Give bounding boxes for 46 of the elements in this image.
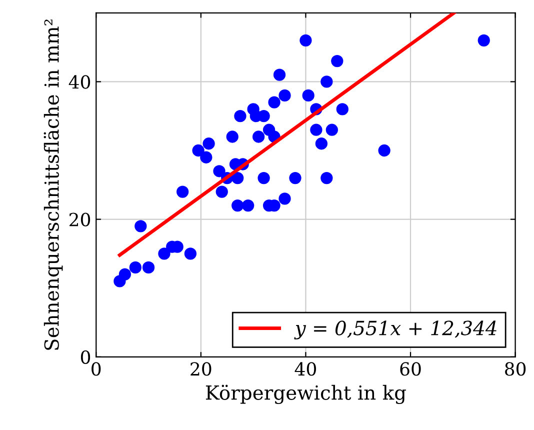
x-tick-label: 0 (92, 362, 101, 376)
y-axis-title: Sehnenquerschnittsfläche in mm² (44, 20, 63, 350)
point (129, 261, 142, 274)
point (289, 172, 302, 184)
x-tick-label: 40 (294, 362, 316, 376)
y-tick-label: 40 (68, 75, 90, 89)
point (234, 110, 246, 122)
point (326, 124, 338, 136)
point (226, 130, 238, 143)
point (142, 261, 155, 274)
point (158, 248, 170, 260)
point (192, 144, 204, 157)
point (242, 199, 254, 212)
x-axis-title: Körpergewicht in kg (206, 384, 406, 404)
point (232, 199, 244, 212)
y-tick-label: 20 (70, 212, 90, 226)
point (232, 172, 244, 184)
point (302, 89, 314, 102)
x-tick-label: 20 (190, 362, 212, 376)
point (176, 186, 189, 198)
point (336, 103, 348, 116)
point (273, 68, 286, 81)
legend-label: y = 0,551x + 12,344 (294, 320, 496, 340)
point (320, 76, 333, 88)
x-tick-label: 60 (400, 362, 421, 376)
point (202, 138, 215, 150)
y-tick-label: 0 (80, 350, 90, 364)
point (478, 34, 490, 46)
point (184, 248, 197, 260)
point (118, 268, 132, 280)
point (134, 220, 147, 232)
point (300, 34, 312, 46)
point (278, 192, 291, 205)
point (213, 165, 226, 178)
point (278, 89, 291, 102)
point (315, 138, 328, 150)
point (310, 124, 322, 136)
point (378, 144, 390, 157)
point (268, 96, 280, 108)
point (200, 151, 212, 164)
x-tick-label: 80 (505, 362, 526, 376)
point (252, 130, 265, 143)
point (258, 172, 270, 184)
point (216, 186, 228, 198)
point (320, 172, 333, 184)
point (331, 54, 344, 68)
